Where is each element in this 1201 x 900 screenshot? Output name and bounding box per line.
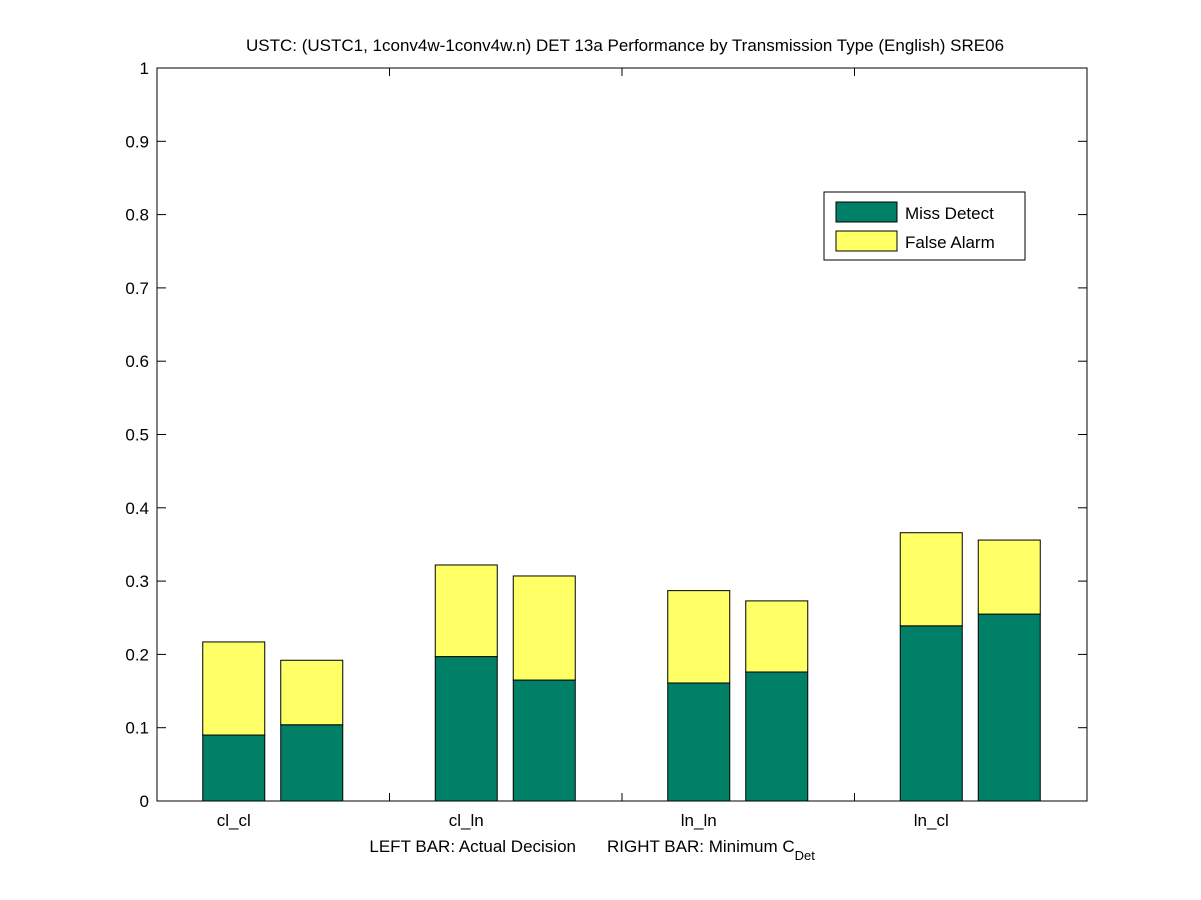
ytick-label: 0.3 [125, 572, 149, 591]
bar-ln-cl-minimum-false-alarm [977, 539, 1041, 615]
bar-cl-cl-actual-miss-detect [202, 734, 266, 802]
legend-label-miss-detect: Miss Detect [905, 204, 994, 223]
bar-cl-ln-actual-false-alarm [434, 564, 498, 658]
legend-swatch-miss-detect [835, 201, 898, 223]
xtick-label-ln-cl: ln_cl [914, 811, 949, 830]
bars-layer [202, 532, 1041, 802]
xlabel-right: RIGHT BAR: Minimum CDet [607, 837, 815, 863]
bar-cl-ln-actual-miss-detect [434, 656, 498, 802]
bar-cl-ln-minimum-miss-detect [512, 679, 576, 802]
bar-ln-ln-actual-miss-detect [667, 682, 731, 802]
xlabel-right-subscript: Det [795, 848, 816, 863]
ytick-label: 0.4 [125, 499, 149, 518]
xtick-label-ln-ln: ln_ln [681, 811, 717, 830]
ytick-label: 0.8 [125, 206, 149, 225]
ytick-label: 1 [140, 59, 149, 78]
ytick-label: 0.5 [125, 426, 149, 445]
bar-ln-ln-minimum-miss-detect [745, 671, 809, 802]
legend: Miss Detect False Alarm [823, 191, 1026, 261]
xtick-label-cl-cl: cl_cl [217, 811, 251, 830]
chart-title: USTC: (USTC1, 1conv4w-1conv4w.n) DET 13a… [246, 36, 1004, 55]
ticks-layer: 0 0.1 0.2 0.3 0.4 0.5 0.6 0.7 0.8 0.9 1 [125, 59, 1087, 811]
bar-ln-ln-minimum-false-alarm [745, 600, 809, 673]
ytick-label: 0.1 [125, 719, 149, 738]
bar-cl-cl-minimum-miss-detect [280, 724, 344, 802]
legend-swatch-false-alarm [835, 230, 898, 252]
ytick-label: 0.9 [125, 132, 149, 151]
legend-label-false-alarm: False Alarm [905, 233, 995, 252]
ytick-label: 0 [140, 792, 149, 811]
bar-ln-ln-actual-false-alarm [667, 590, 731, 684]
bar-cl-cl-minimum-false-alarm [280, 659, 344, 726]
bar-cl-ln-minimum-false-alarm [512, 575, 576, 681]
bar-ln-cl-actual-miss-detect [899, 625, 963, 802]
bar-cl-cl-actual-false-alarm [202, 641, 266, 736]
xtick-label-cl-ln: cl_ln [449, 811, 484, 830]
xlabel-right-main: RIGHT BAR: Minimum C [607, 837, 795, 856]
xlabel-left: LEFT BAR: Actual Decision [369, 837, 576, 856]
ytick-label: 0.2 [125, 645, 149, 664]
bar-ln-cl-actual-false-alarm [899, 532, 963, 627]
ytick-label: 0.7 [125, 279, 149, 298]
ytick-label: 0.6 [125, 352, 149, 371]
bar-ln-cl-minimum-miss-detect [977, 613, 1041, 802]
xtick-labels: cl_cl cl_ln ln_ln ln_cl [217, 811, 949, 830]
